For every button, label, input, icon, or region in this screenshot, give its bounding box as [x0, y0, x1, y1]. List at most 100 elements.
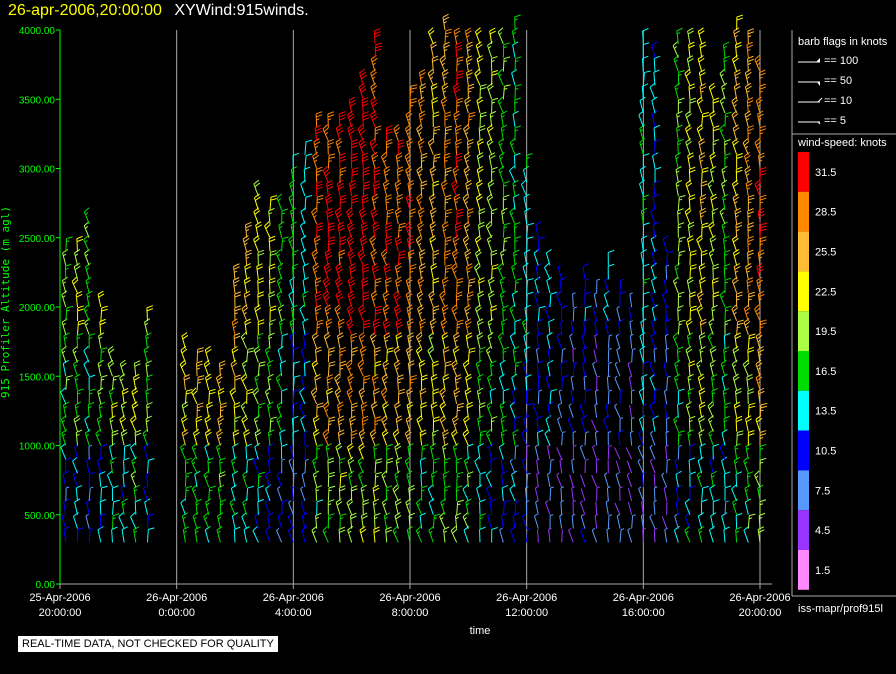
barb-half-flag [420, 325, 424, 329]
barb-flag [185, 485, 193, 489]
wind-barb [462, 193, 470, 211]
barb-flag [191, 387, 197, 393]
barb-flag [410, 266, 417, 270]
wind-barb [512, 41, 519, 58]
barb-flag [256, 224, 263, 229]
barb-shaft [289, 183, 294, 197]
barb-shaft [558, 391, 563, 405]
wind-barb [395, 318, 403, 335]
barb-flag [372, 213, 379, 218]
barb-shaft [476, 58, 481, 72]
barb-flag [396, 194, 403, 198]
barb-flag [386, 139, 393, 143]
wind-barb [360, 221, 369, 238]
barb-flag [504, 84, 511, 87]
barb-half-flag [515, 87, 519, 90]
barb-flag [191, 456, 197, 462]
barb-flag [337, 282, 343, 287]
barb-half-flag [550, 486, 554, 489]
barb-half-flag [418, 201, 422, 204]
wind-barb [288, 458, 294, 474]
wind-barb [85, 262, 92, 280]
barb-shaft [337, 224, 341, 238]
barb-half-flag [131, 475, 135, 479]
barb-flag [317, 402, 324, 406]
barb-flag [322, 428, 328, 435]
wind-barb [147, 527, 155, 543]
barb-half-flag [121, 405, 125, 409]
wind-barb [442, 373, 450, 391]
wind-barb [431, 55, 439, 72]
barb-shaft [628, 308, 633, 321]
barb-flag [360, 484, 367, 489]
barb-flag [112, 485, 119, 489]
barb-flag [196, 360, 203, 364]
barb-flag [509, 138, 516, 143]
barb-flag [359, 307, 365, 312]
barb-flag [464, 237, 470, 243]
barb-shaft [408, 515, 411, 529]
barb-flag [474, 456, 480, 462]
wind-barb [302, 263, 309, 280]
wind-barb [443, 526, 450, 543]
barb-half-flag [196, 367, 200, 370]
barb-shaft [526, 474, 529, 488]
barb-shaft [300, 419, 306, 432]
wind-barb [651, 318, 658, 335]
wind-barb [147, 458, 155, 474]
wind-barb [491, 70, 499, 86]
barb-shaft [65, 377, 68, 391]
barb-shaft [417, 280, 423, 294]
barb-shaft [292, 363, 295, 377]
barb-half-flag [455, 201, 459, 204]
wind-barb [561, 375, 569, 391]
barb-flag [339, 169, 347, 173]
barb-flag [417, 237, 423, 243]
barb-shaft [195, 418, 198, 432]
wind-barb [300, 235, 307, 252]
barb-flag [457, 405, 464, 409]
wind-barb [478, 277, 485, 294]
barb-flag [348, 323, 355, 329]
wind-barb [404, 124, 412, 141]
barb-flag [585, 305, 592, 309]
barb-shaft [614, 502, 621, 515]
wind-barb [511, 68, 518, 86]
wind-barb [109, 415, 116, 432]
barb-shaft [559, 280, 563, 294]
barb-flag [383, 182, 390, 187]
barb-half-flag [305, 458, 309, 461]
wind-barb [315, 512, 322, 529]
barb-flag [406, 387, 413, 392]
wind-barb [605, 401, 612, 418]
barb-half-flag [573, 444, 577, 447]
barb-half-flag [218, 489, 222, 492]
barb-shaft [560, 501, 563, 515]
barb-flag [233, 432, 240, 437]
barb-flag [456, 158, 463, 162]
wind-barb [487, 179, 495, 197]
barb-shaft [581, 335, 586, 349]
barb-shaft [509, 405, 516, 418]
wind-barb [395, 332, 403, 349]
barb-half-flag [526, 157, 530, 159]
barb-flag [427, 27, 434, 33]
barb-shaft [73, 363, 78, 377]
barb-flag [231, 362, 238, 368]
barb-flag [385, 197, 392, 201]
barb-flag [501, 207, 508, 212]
barb-shaft [618, 432, 621, 446]
barb-shaft [394, 266, 399, 280]
barb-flag [293, 361, 301, 364]
barb-shaft [440, 183, 446, 197]
barb-flag [359, 334, 366, 340]
barb-flag [548, 318, 555, 323]
wind-barb [418, 263, 426, 280]
barb-half-flag [501, 433, 505, 437]
wind-barb [131, 401, 139, 418]
barb-half-flag [560, 320, 565, 323]
wind-barb [486, 345, 493, 363]
barb-shaft [499, 405, 504, 418]
barb-shaft [465, 335, 469, 349]
wind-barb [143, 345, 150, 363]
